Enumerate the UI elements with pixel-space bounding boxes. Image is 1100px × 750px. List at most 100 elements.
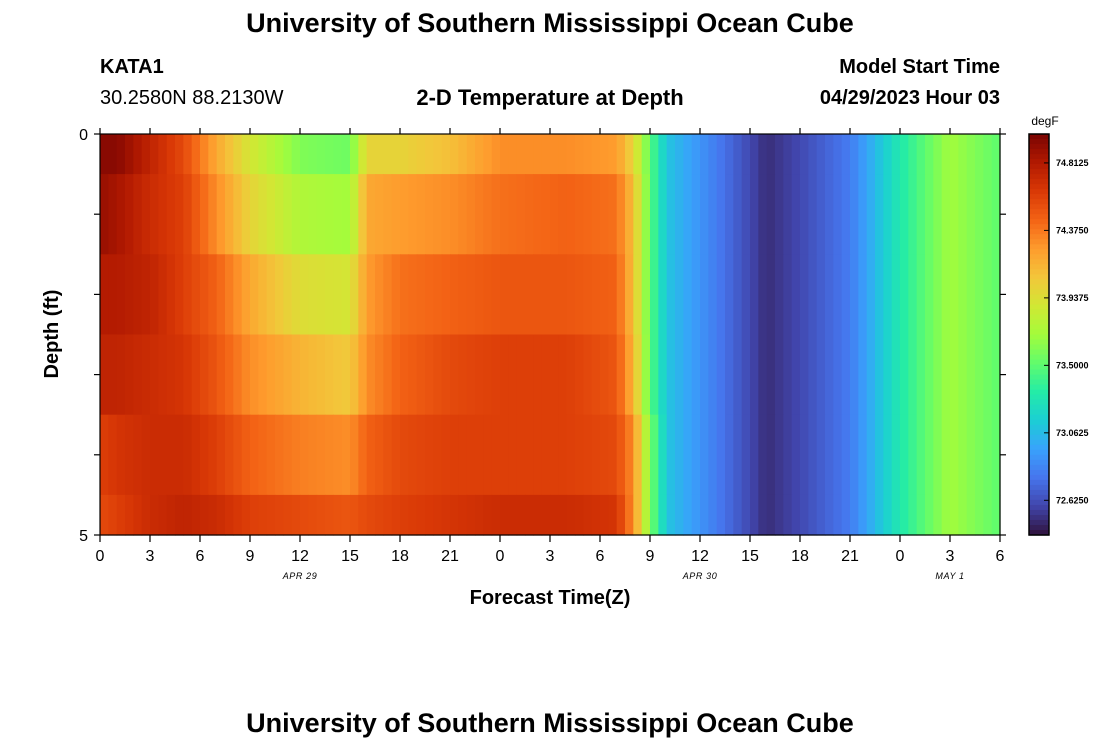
heatmap-cell (150, 494, 159, 536)
heatmap-cell (716, 134, 726, 175)
heatmap-cell (233, 174, 243, 255)
heatmap-cell (900, 414, 909, 496)
heatmap-cell (483, 414, 493, 496)
heatmap-cell (858, 254, 868, 336)
heatmap-cell (133, 334, 143, 416)
heatmap-cell (616, 414, 626, 496)
heatmap-cell (808, 134, 818, 175)
heatmap-cell (241, 414, 251, 496)
heatmap-cell (791, 414, 801, 496)
heatmap-cell (108, 414, 118, 496)
colorbar-segment (1029, 524, 1049, 531)
x-tick-label: 15 (341, 548, 359, 565)
heatmap-cell (100, 254, 109, 336)
heatmap-cell (966, 254, 976, 336)
x-tick-label: 12 (291, 548, 309, 565)
heatmap-cell (675, 494, 684, 536)
heatmap-cell (466, 254, 476, 336)
heatmap-cell (666, 494, 676, 536)
heatmap-cell (841, 414, 851, 496)
heatmap-cell (250, 134, 259, 175)
heatmap-cell (900, 254, 909, 336)
heatmap-cell (375, 334, 384, 416)
heatmap-cell (558, 174, 568, 255)
heatmap-cell (108, 334, 118, 416)
heatmap-cell (191, 254, 201, 336)
heatmap-cell (208, 494, 218, 536)
heatmap-cell (533, 414, 543, 496)
heatmap-cell (483, 174, 493, 255)
heatmap-cell (416, 254, 426, 336)
heatmap-cell (691, 254, 701, 336)
heatmap-cell (375, 414, 384, 496)
heatmap-cell (958, 174, 968, 255)
colorbar-segment (1029, 504, 1049, 511)
heatmap-cell (608, 414, 618, 496)
temperature-heatmap-chart: 0 3 6 9 12 15 18 21 0 3 6 9 12 15 18 21 0 3 6 APR 29 APR 30 M… (41, 114, 1089, 609)
heatmap-cell (150, 174, 159, 255)
heatmap-cell (583, 254, 593, 336)
heatmap-cell (583, 494, 593, 536)
colorbar-segment (1029, 304, 1049, 311)
heatmap-cell (350, 334, 359, 416)
heatmap-cell (333, 254, 343, 336)
heatmap-cell (300, 494, 309, 536)
heatmap-cell (325, 414, 334, 496)
heatmap-cell (325, 494, 334, 536)
heatmap-cell (850, 334, 859, 416)
heatmap-cell (283, 494, 293, 536)
colorbar-segment (1029, 139, 1049, 145)
heatmap-cell (508, 414, 518, 496)
heatmap-cell (566, 334, 576, 416)
heatmap-cell (983, 334, 993, 416)
heatmap-cell (741, 494, 751, 536)
heatmap-cell (591, 174, 601, 255)
heatmap-cell (716, 254, 726, 336)
heatmap-cell (858, 174, 868, 255)
heatmap-cell (616, 254, 626, 336)
heatmap-cell (533, 174, 543, 255)
heatmap-cell (208, 334, 218, 416)
heatmap-cell (858, 334, 868, 416)
heatmap-cell (641, 334, 651, 416)
heatmap-cell (908, 334, 918, 416)
heatmap-cell (783, 494, 793, 536)
heatmap-cell (291, 254, 301, 336)
heatmap-cell (483, 134, 493, 175)
heatmap-cell (325, 334, 334, 416)
heatmap-cell (733, 414, 743, 496)
heatmap-cell (950, 134, 959, 175)
heatmap-cell (191, 494, 201, 536)
heatmap-cell (633, 334, 643, 416)
heatmap-cell (925, 174, 934, 255)
colorbar-segment (1029, 499, 1049, 506)
heatmap-cell (141, 134, 151, 175)
x-tick-label: 12 (691, 548, 709, 565)
heatmap-cell (316, 334, 326, 416)
heatmap-cell (916, 174, 926, 255)
heatmap-cell (341, 494, 351, 536)
heatmap-cell (608, 134, 618, 175)
heatmap-cell (616, 134, 626, 175)
colorbar-segment (1029, 459, 1049, 466)
heatmap-cell (533, 134, 543, 175)
heatmap-cell (725, 134, 734, 175)
heatmap-cell (525, 334, 534, 416)
heatmap-cell (791, 494, 801, 536)
colorbar-segment (1029, 489, 1049, 496)
heatmap-cell (366, 134, 376, 175)
heatmap-cell (250, 254, 259, 336)
heatmap-cell (891, 334, 901, 416)
heatmap-cell (383, 494, 393, 536)
heatmap-cell (358, 254, 368, 336)
heatmap-cell (775, 334, 784, 416)
heatmap-cell (316, 254, 326, 336)
heatmap-cell (991, 174, 1001, 255)
heatmap-cell (158, 414, 168, 496)
colorbar-segment (1029, 354, 1049, 361)
heatmap-cell (175, 134, 184, 175)
heatmap-cell (558, 134, 568, 175)
heatmap-cell (166, 414, 176, 496)
heatmap-cell (991, 254, 1001, 336)
heatmap-cell (525, 134, 534, 175)
